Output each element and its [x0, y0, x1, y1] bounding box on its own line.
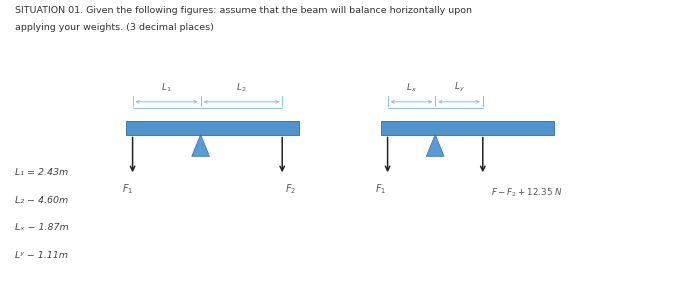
- Text: L₂ − 4.60m: L₂ − 4.60m: [15, 196, 68, 205]
- Text: $L_x$: $L_x$: [406, 81, 417, 94]
- Text: $F - F_2 + 12.35\ N$: $F - F_2 + 12.35\ N$: [491, 186, 563, 199]
- Text: L₁ = 2.43m: L₁ = 2.43m: [15, 168, 68, 177]
- Bar: [381, 121, 554, 135]
- Text: applying your weights. (3 decimal places): applying your weights. (3 decimal places…: [15, 23, 214, 32]
- Text: $F_2$: $F_2$: [285, 182, 296, 196]
- Text: $L_1$: $L_1$: [161, 81, 172, 94]
- Text: Lₓ − 1.87m: Lₓ − 1.87m: [15, 223, 69, 232]
- Bar: [126, 121, 299, 135]
- Text: SITUATION 01. Given the following figures: assume that the beam will balance hor: SITUATION 01. Given the following figure…: [15, 6, 472, 15]
- Text: Lʸ − 1.11m: Lʸ − 1.11m: [15, 251, 68, 260]
- Polygon shape: [426, 135, 444, 156]
- Text: $F_1$: $F_1$: [375, 182, 386, 196]
- Text: $F_1$: $F_1$: [122, 182, 133, 196]
- Text: $L_2$: $L_2$: [236, 81, 247, 94]
- Text: $L_y$: $L_y$: [454, 81, 464, 94]
- Polygon shape: [192, 135, 209, 156]
